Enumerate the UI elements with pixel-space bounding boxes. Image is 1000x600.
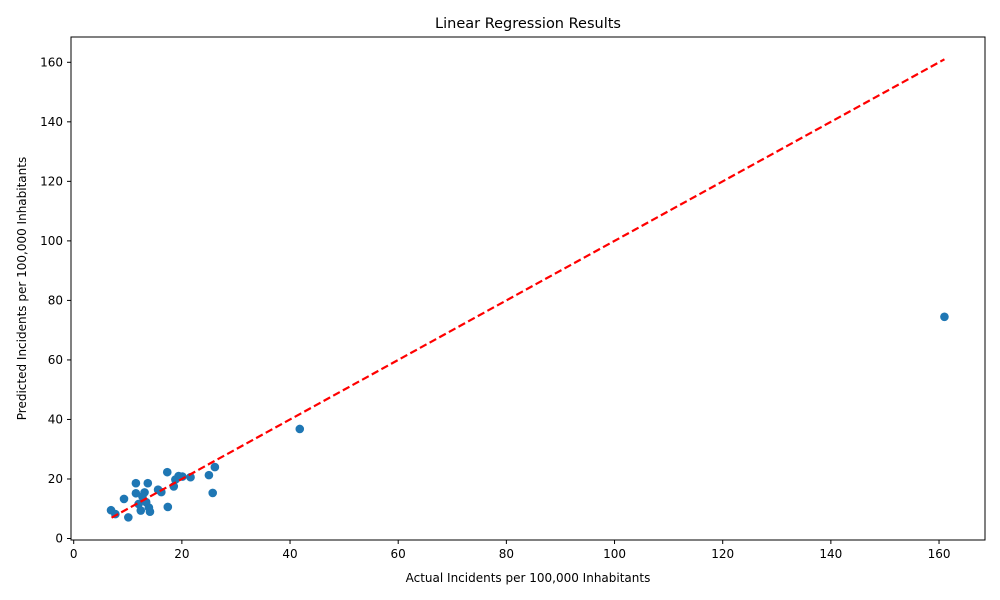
y-axis: 0 20 40 60 80 100 120 140 160 <box>40 55 71 546</box>
data-point <box>131 488 141 498</box>
data-point <box>131 478 141 488</box>
y-tick-label: 60 <box>48 353 63 367</box>
x-tick-label: 100 <box>603 547 626 561</box>
x-axis: 0 20 40 60 80 100 120 140 160 <box>70 540 951 561</box>
x-tick-label: 40 <box>282 547 297 561</box>
y-tick-label: 0 <box>55 532 63 546</box>
data-point <box>143 478 153 488</box>
data-point <box>171 475 180 484</box>
data-point <box>295 424 305 434</box>
data-point <box>204 470 214 480</box>
y-tick-label: 120 <box>40 174 63 188</box>
x-tick-label: 20 <box>174 547 189 561</box>
y-axis-label: Predicted Incidents per 100,000 Inhabita… <box>15 157 29 420</box>
regression-reference-line <box>111 58 945 519</box>
y-tick-label: 20 <box>48 472 63 486</box>
x-tick-label: 80 <box>499 547 514 561</box>
data-point <box>106 505 116 515</box>
x-axis-label: Actual Incidents per 100,000 Inhabitants <box>406 571 651 585</box>
x-tick-label: 160 <box>928 547 951 561</box>
data-point <box>136 506 146 515</box>
y-tick-label: 100 <box>40 234 63 248</box>
y-tick-label: 140 <box>40 115 63 129</box>
y-tick-label: 160 <box>40 55 63 69</box>
data-point <box>162 467 172 477</box>
chart-title: Linear Regression Results <box>435 16 621 32</box>
data-point <box>124 513 133 522</box>
x-tick-label: 140 <box>819 547 842 561</box>
x-tick-label: 120 <box>711 547 734 561</box>
data-point <box>119 494 129 504</box>
data-point <box>186 472 195 482</box>
x-tick-label: 60 <box>391 547 406 561</box>
data-point <box>208 488 217 498</box>
y-tick-label: 80 <box>48 293 63 307</box>
x-tick-label: 0 <box>70 547 78 561</box>
data-point <box>210 462 220 472</box>
data-point <box>940 312 949 322</box>
data-point <box>163 502 173 512</box>
y-tick-label: 40 <box>48 412 63 426</box>
